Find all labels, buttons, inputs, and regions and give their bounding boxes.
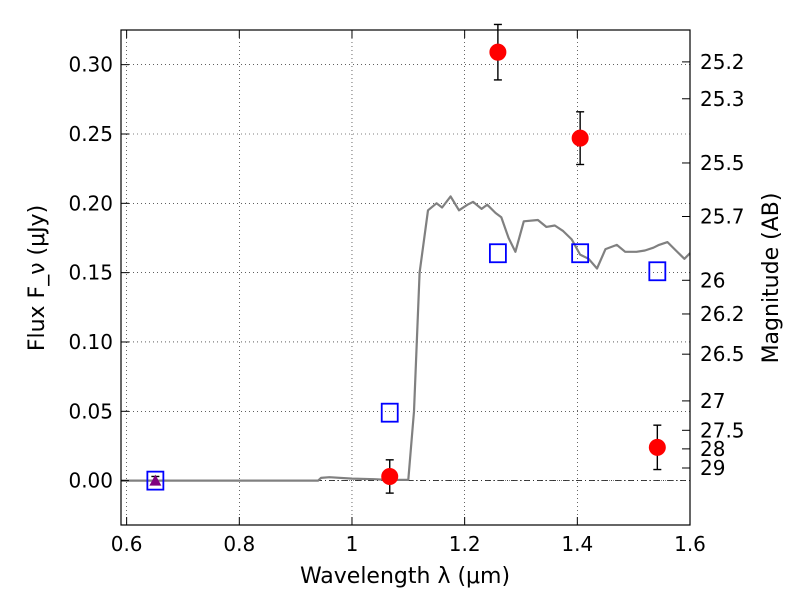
magnitude-tick-label: 26.5 <box>700 342 745 366</box>
magnitude-tick-label: 28 <box>700 437 725 461</box>
model-point <box>146 470 165 491</box>
plot-frame <box>120 29 691 526</box>
x-tick-label: 0.8 <box>223 532 255 556</box>
y-axis-label-right: Magnitude (AB) <box>759 193 784 364</box>
model-sed-layer <box>121 195 691 482</box>
y-tick-label: 0.05 <box>68 399 113 423</box>
plot-area <box>121 30 690 525</box>
x-tick-label: 1 <box>346 532 359 556</box>
magnitude-tick-label: 25.2 <box>700 50 745 74</box>
magnitude-tick-label: 27 <box>700 389 725 413</box>
model-point <box>380 402 399 423</box>
upper-limit-marker <box>149 474 162 486</box>
y-tick-label: 0.20 <box>68 191 113 215</box>
ticks: 0.6 0.8 1 1.2 1.4 1.6 0.00 0.05 0.10 0.15 0.20 0.25… <box>68 30 745 556</box>
magnitude-tick-label: 29 <box>700 456 725 480</box>
magnitude-tick-label: 25.7 <box>700 204 745 228</box>
x-tick-label: 1.6 <box>674 532 706 556</box>
observed-point <box>648 438 666 456</box>
model-point <box>488 243 507 264</box>
magnitude-tick-label: 26 <box>700 268 725 292</box>
y-tick-label: 0.00 <box>68 469 113 493</box>
observed-point <box>489 43 507 61</box>
y-tick-label: 0.10 <box>68 330 113 354</box>
magnitude-tick-label: 26.2 <box>700 302 745 326</box>
x-tick-label: 1.2 <box>449 532 481 556</box>
magnitude-tick-label: 25.3 <box>700 87 745 111</box>
x-axis-label: Wavelength λ (μm) <box>300 564 510 589</box>
magnitude-tick-label: 27.5 <box>700 418 745 442</box>
x-tick-label: 0.6 <box>111 532 143 556</box>
observed-point <box>571 129 589 147</box>
model-sed-line <box>121 195 691 482</box>
y-axis-label-left: Flux F_ν (μJy) <box>25 205 50 351</box>
y-tick-label: 0.25 <box>68 122 113 146</box>
x-tick-label: 1.4 <box>561 532 593 556</box>
photometry-layer <box>146 23 667 494</box>
observed-point <box>381 467 399 485</box>
y-tick-label: 0.15 <box>68 261 113 285</box>
y-tick-label: 0.30 <box>68 53 113 77</box>
model-point <box>571 243 590 264</box>
magnitude-tick-label: 25.5 <box>700 151 745 175</box>
model-point <box>648 261 667 282</box>
